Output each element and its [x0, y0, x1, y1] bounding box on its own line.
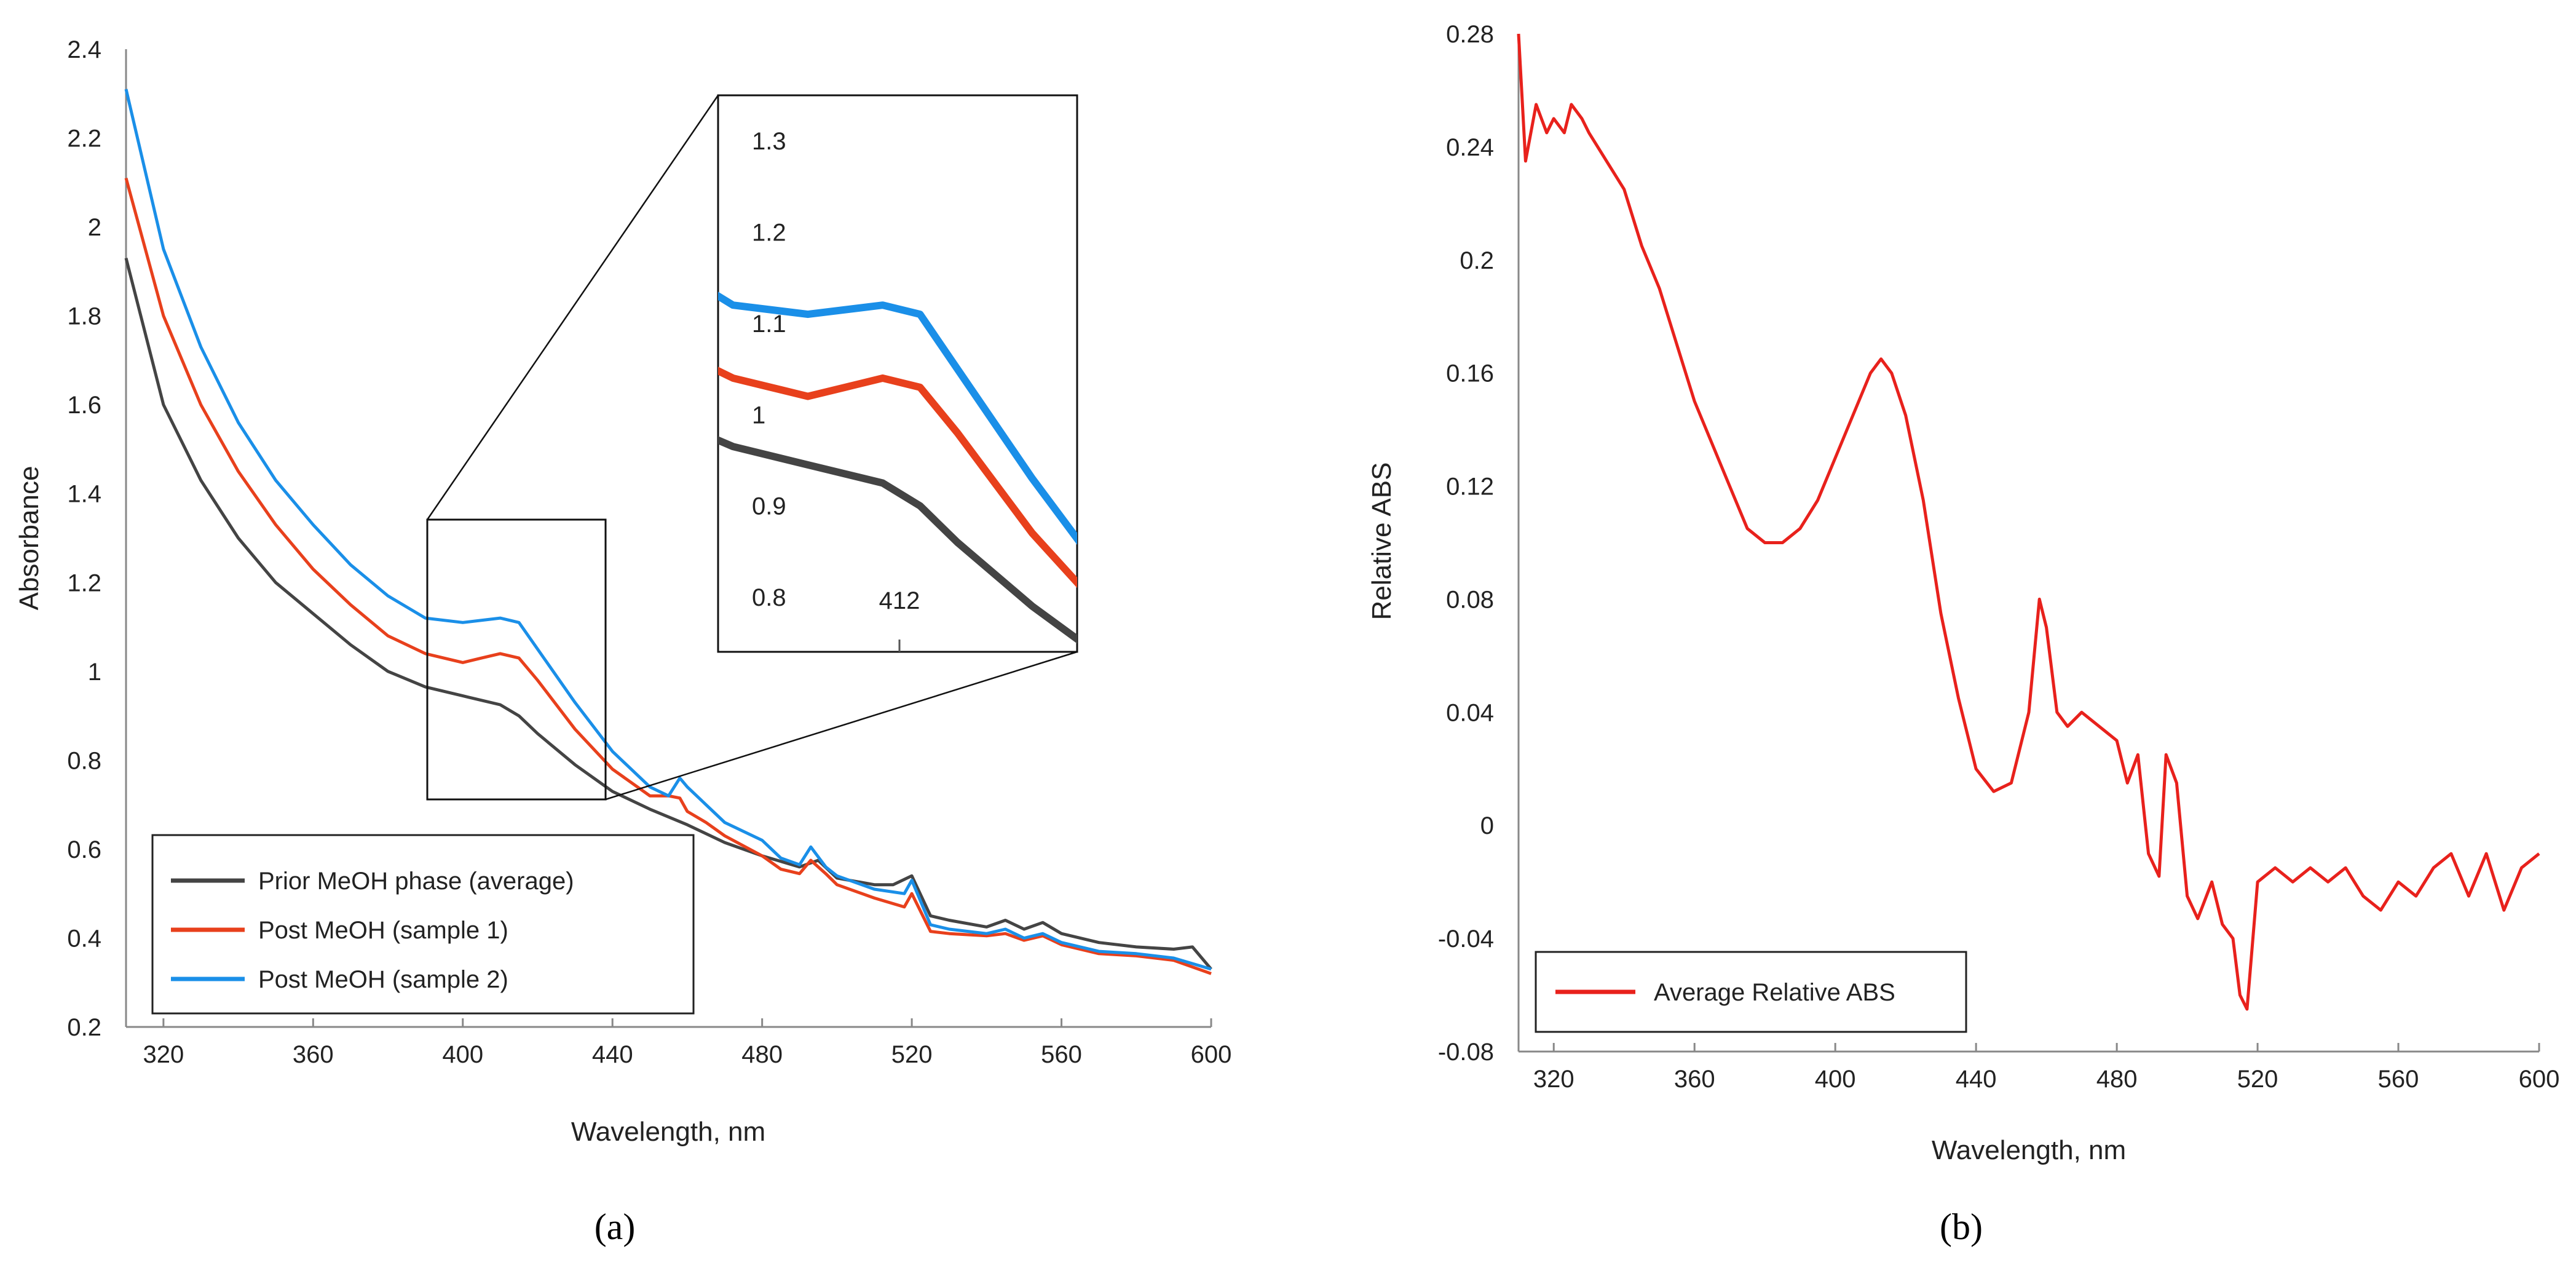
- y-tick-label-a: 0.4: [67, 925, 101, 952]
- inset-y-tick-label: 0.9: [752, 493, 786, 520]
- y-tick-label-b: 0.2: [1460, 247, 1494, 274]
- y-tick-label-b: -0.04: [1438, 925, 1494, 953]
- legend-label-avg: Average Relative ABS: [1654, 979, 1895, 1006]
- y-tick-label-a: 1.4: [67, 481, 101, 508]
- x-tick-label-a: 560: [1041, 1041, 1082, 1068]
- inset-chart: 0.8 0.9 1 1.1 1.2 1.3 412: [717, 94, 1078, 653]
- inset-y-tick-label: 1.1: [752, 311, 786, 338]
- inset-y-tick-label: 1.3: [752, 128, 786, 155]
- y-tick-label-b: 0.04: [1446, 699, 1494, 726]
- inset-y-tick-label: 0.8: [752, 584, 786, 611]
- legend-b: Average Relative ABS: [1535, 951, 1967, 1033]
- x-tick-label-b: 480: [2096, 1066, 2138, 1093]
- series-line-post-meoh-1: [124, 177, 1212, 975]
- y-tick-label-b: 0.12: [1446, 474, 1494, 501]
- x-tick-label-b: 400: [1815, 1066, 1856, 1093]
- x-tick-label-a: 320: [143, 1041, 184, 1068]
- legend-label-post1: Post MeOH (sample 1): [258, 917, 508, 944]
- y-tick-label-a: 1.8: [67, 303, 101, 330]
- zoom-connector-top: [426, 95, 719, 520]
- y-tick-label-a: 1: [88, 659, 101, 686]
- x-tick-label-b: 320: [1533, 1066, 1574, 1093]
- legend-label-post2: Post MeOH (sample 2): [258, 966, 508, 993]
- panel-a: 0.2 0.4 0.6 0.8 1 1.2 1.4 1.6 1.8 2 2.2 2.4 320 360 4…: [14, 36, 1232, 1247]
- y-tick-label-a: 1.6: [67, 392, 101, 419]
- legend-label-prior: Prior MeOH phase (average): [258, 868, 574, 895]
- legend-a: Prior MeOH phase (average) Post MeOH (sa…: [151, 834, 695, 1015]
- x-tick-label-a: 520: [891, 1041, 933, 1068]
- x-tick-label-a: 480: [741, 1041, 783, 1068]
- y-tick-label-a: 2: [88, 214, 101, 241]
- panel-b: -0.08 -0.04 0 0.04 0.08 0.12 0.16 0.2 0.24 0.28 3…: [1367, 21, 2559, 1247]
- zoom-connector-bottom: [605, 651, 1078, 801]
- legend-frame-a: [151, 834, 695, 1015]
- y-tick-label-b: 0.24: [1446, 134, 1494, 161]
- y-tick-label-b: 0.28: [1446, 21, 1494, 48]
- y-tick-label-b: -0.08: [1438, 1039, 1494, 1066]
- inset-y-tick-label: 1: [752, 402, 765, 429]
- y-axis-label-b: Relative ABS: [1367, 462, 1397, 620]
- x-tick-label-a: 600: [1191, 1041, 1232, 1068]
- y-tick-label-a: 0.8: [67, 747, 101, 774]
- inset-frame: [717, 94, 1078, 653]
- y-tick-label-a: 1.2: [67, 569, 101, 596]
- x-tick-label-b: 520: [2237, 1066, 2278, 1093]
- x-tick-label-b: 600: [2519, 1066, 2560, 1093]
- series-line-post-meoh-2: [124, 89, 1212, 971]
- y-tick-label-b: 0.16: [1446, 360, 1494, 387]
- x-tick-label-b: 440: [1956, 1066, 1997, 1093]
- panel-label-a: (a): [595, 1207, 636, 1247]
- y-tick-label-a: 0.2: [67, 1014, 101, 1041]
- y-tick-label-b: 0: [1480, 812, 1494, 839]
- x-tick-label-a: 400: [442, 1041, 483, 1068]
- y-tick-label-a: 2.4: [67, 36, 101, 63]
- y-tick-label-b: 0.08: [1446, 586, 1494, 613]
- y-tick-label-a: 2.2: [67, 125, 101, 153]
- y-axis-label-a: Absorbance: [14, 466, 44, 611]
- series-line-average-relative-abs: [1517, 33, 2540, 1011]
- zoom-box: [426, 518, 607, 801]
- x-tick-label-b: 360: [1674, 1066, 1715, 1093]
- x-axis-label-a: Wavelength, nm: [571, 1117, 765, 1147]
- panel-label-b: (b): [1940, 1207, 1983, 1247]
- y-tick-label-a: 0.6: [67, 836, 101, 863]
- inset-x-tick-label: 412: [879, 587, 920, 614]
- x-axis-label-b: Wavelength, nm: [1932, 1135, 2126, 1165]
- inset-y-tick-label: 1.2: [752, 220, 786, 247]
- x-tick-label-b: 560: [2378, 1066, 2419, 1093]
- x-tick-label-a: 440: [592, 1041, 633, 1068]
- x-tick-label-a: 360: [293, 1041, 334, 1068]
